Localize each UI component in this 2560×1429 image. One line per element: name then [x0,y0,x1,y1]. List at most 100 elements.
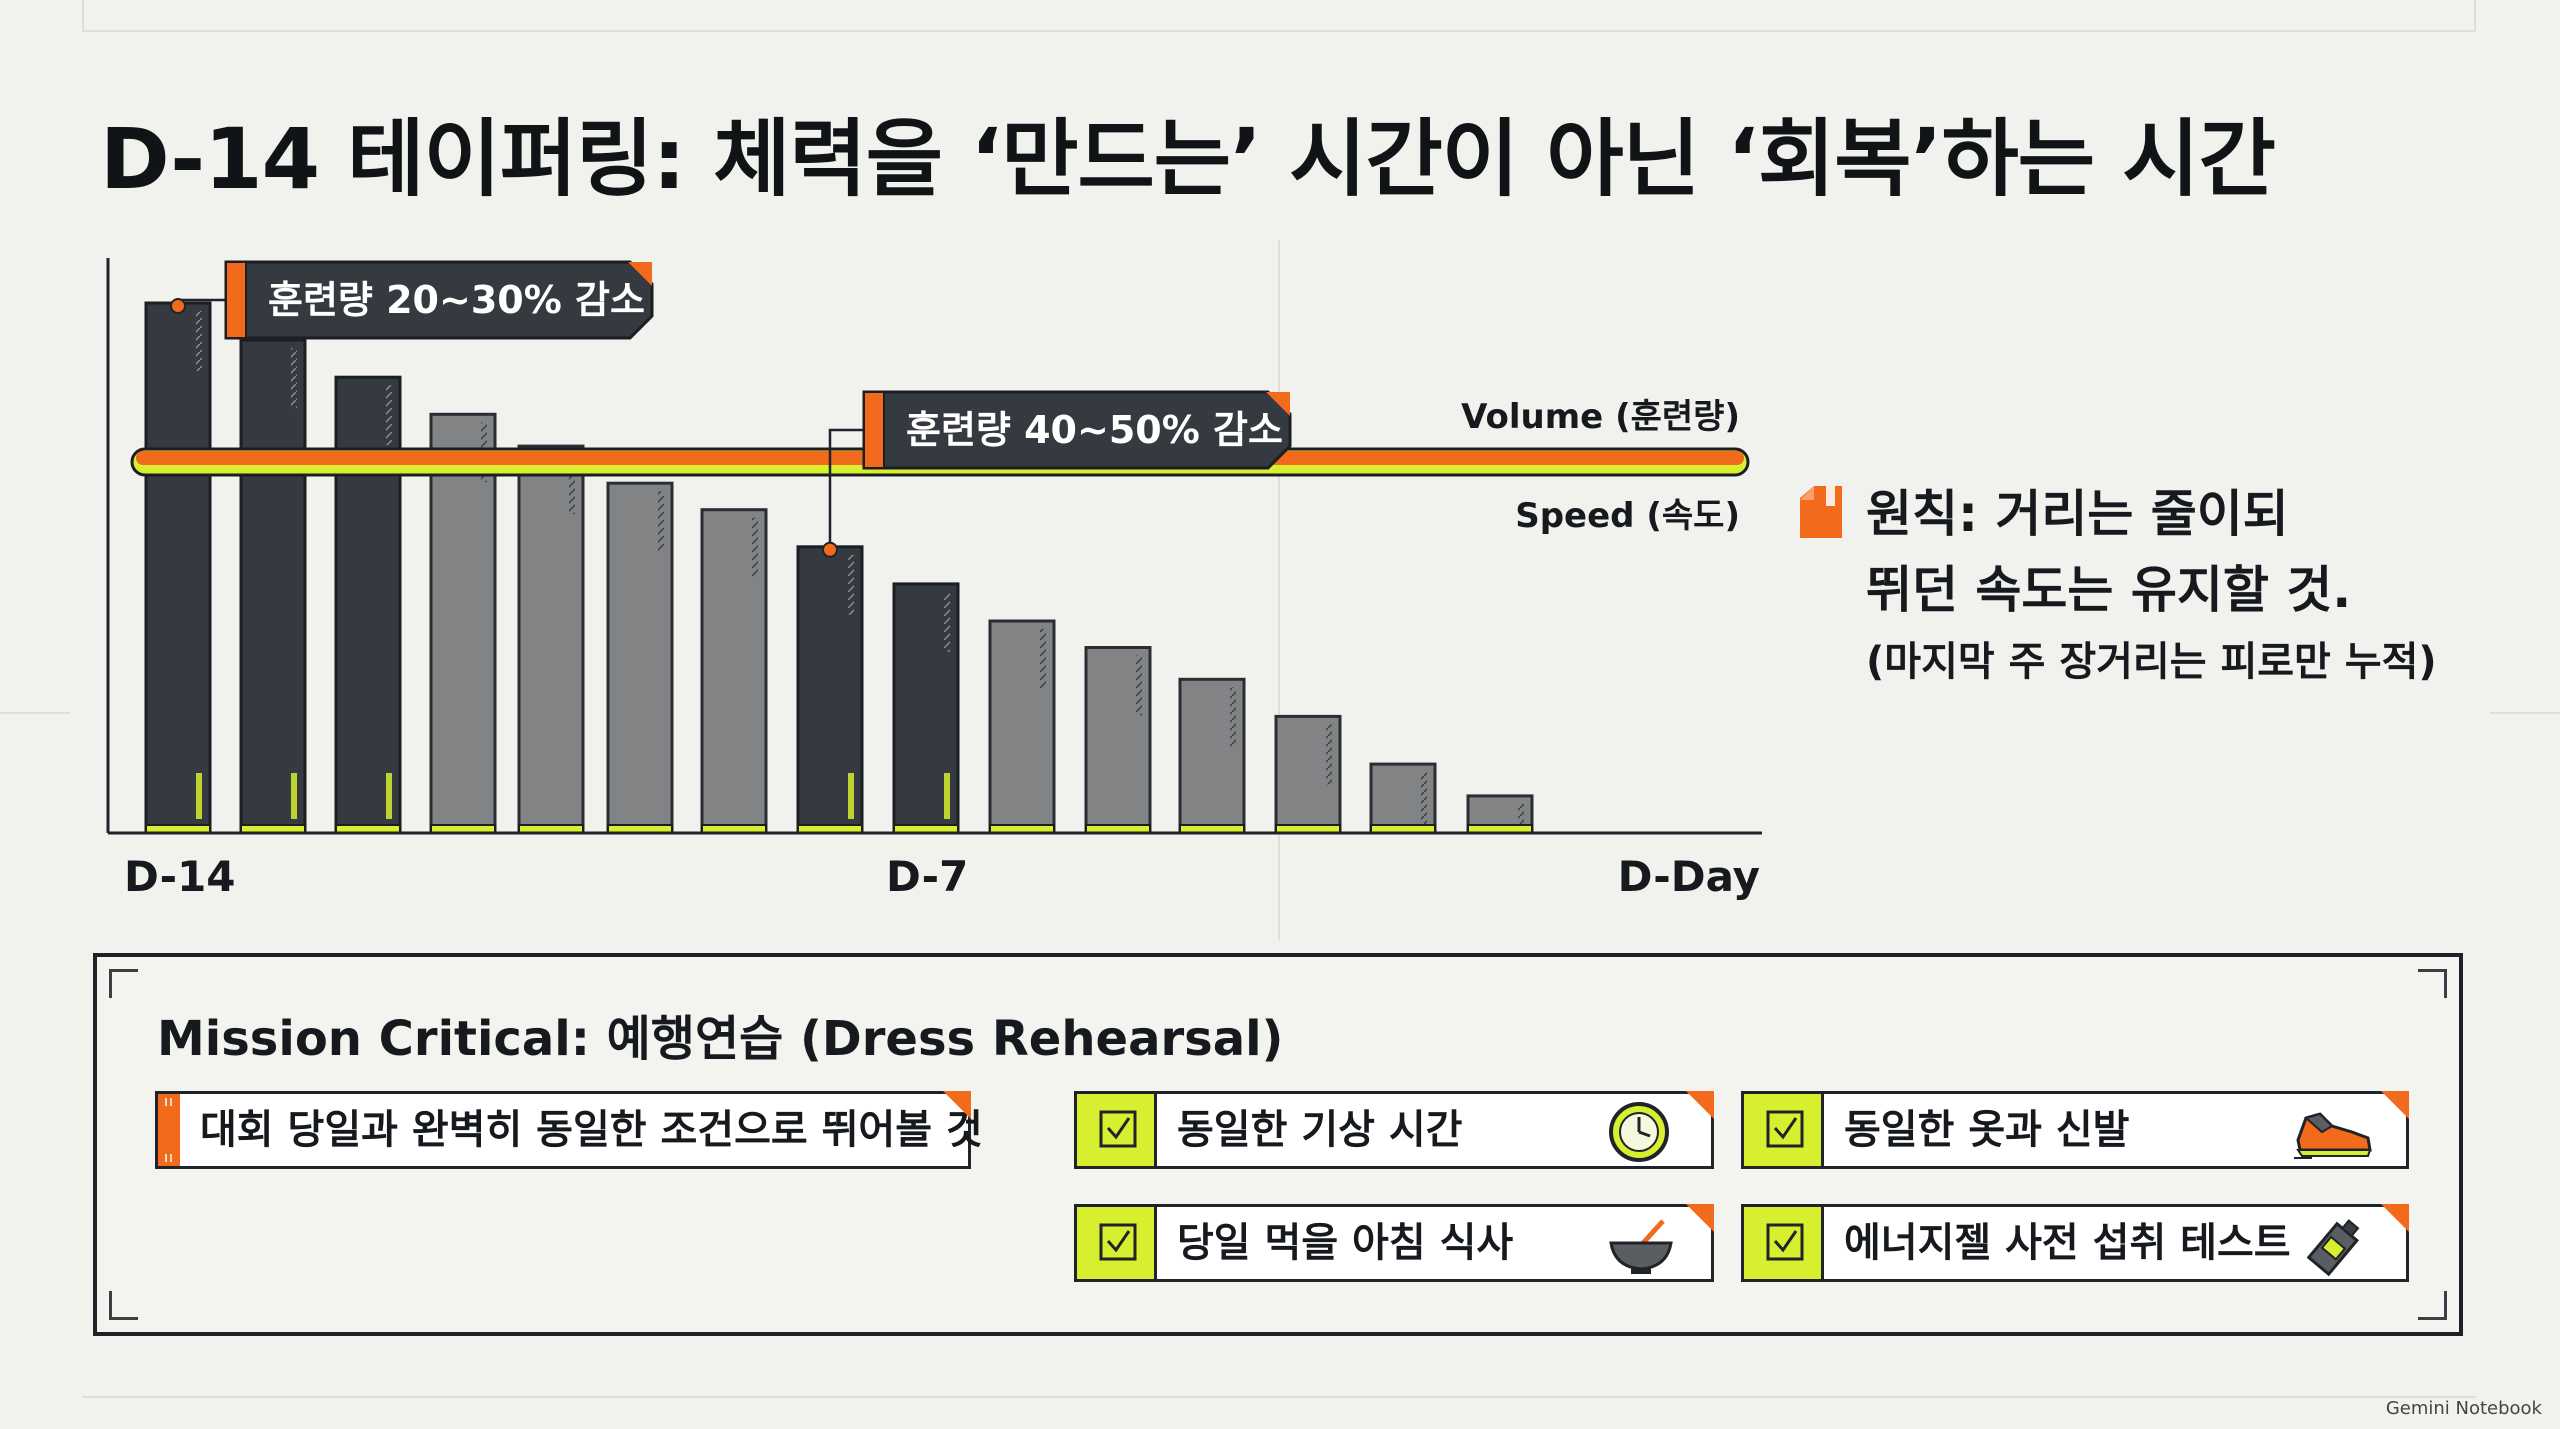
mission-lead-text: 대회 당일과 완벽히 동일한 조건으로 뛰어볼 것 [200,1107,983,1153]
guide-line [0,712,70,714]
tag-notch [1686,1091,1714,1119]
bar [796,545,864,835]
bar-body [334,375,402,835]
bar [429,412,497,835]
bar-texture [196,311,202,371]
guide-line [82,0,84,32]
guide-line [82,30,2476,32]
bar [1466,794,1534,835]
bar-texture [569,454,575,515]
mission-lead-tag: 대회 당일과 완벽히 동일한 조건으로 뛰어볼 것 [155,1091,983,1169]
bar [334,375,402,835]
callout-label: 훈련량 20~30% 감소 [268,278,645,322]
speed-line-label: Speed (속도) [1515,496,1740,536]
orange-tab-marker [158,1094,180,1166]
axes-group [106,258,1762,835]
x-tick-label: D-7 [886,852,968,901]
callout: 훈련량 40~50% 감소 [822,390,1292,558]
bar [239,338,307,835]
principle-line-2: 뛰던 속도는 유지할 것. [1866,561,2352,619]
bar-body [988,619,1056,835]
bar-texture [1421,772,1427,825]
guide-line [2490,712,2560,714]
bar [700,508,768,835]
bar-lime-stripe [196,773,202,819]
tag-notch [2381,1091,2409,1119]
running-shoe-icon [2294,1112,2372,1159]
bar-body [429,412,497,835]
bar-lime-stripe [848,773,854,819]
bar-texture [291,348,297,409]
bar-body [144,301,212,835]
bar-texture [1326,724,1332,785]
callout-label: 훈련량 40~50% 감소 [906,408,1283,452]
bowl-icon [1609,1219,1673,1274]
taper-chart: Volume (훈련량) Speed (속도) 훈련량 20~30% 감소훈련량 … [106,258,1762,901]
tag-notch [2381,1204,2409,1232]
bar-texture [658,491,664,552]
bar [1369,762,1437,835]
energy-gel-icon [2306,1219,2360,1277]
bar-texture [386,385,392,446]
callout-notch [628,262,652,286]
checkbox-icon [1744,1207,1824,1279]
principle-note: 원칙: 거리는 줄이되 뛰던 속도는 유지할 것. (마지막 주 장거리는 피로… [1798,476,2498,692]
checkbox-icon [1077,1207,1157,1279]
mission-item-label: 동일한 옷과 신발 [1844,1107,2130,1153]
callout-leader [828,428,864,547]
bar-texture [944,591,950,652]
guide-line [1278,240,1280,940]
bar-texture [1040,629,1046,689]
volume-series-label: Volume (훈련량) [1461,397,1740,437]
mission-item: 동일한 옷과 신발 [1741,1091,2409,1169]
bar-texture [1136,655,1142,716]
bar-texture [848,554,854,615]
principle-line-1: 원칙: 거리는 줄이되 [1866,485,2289,543]
callout-tab [863,391,885,469]
x-tick-label: D-Day [1618,852,1760,901]
corner-mark [2418,969,2447,998]
tag-notch [943,1091,971,1119]
mission-title: Mission Critical: 예행연습 (Dress Rehearsal) [157,1011,1284,1067]
corner-mark [2418,1291,2447,1320]
checkbox-icon [1744,1094,1824,1166]
checkbox-icon [1077,1094,1157,1166]
bookmark-icon [1800,486,1842,538]
bar-texture [752,517,758,578]
callout-anchor-dot [170,298,186,314]
mission-item: 당일 먹을 아침 식사 [1074,1204,1714,1282]
bar-body [239,338,307,835]
bar-lime-stripe [944,773,950,819]
corner-mark [109,969,138,998]
mission-item: 동일한 기상 시간 [1074,1091,1714,1169]
bar [892,582,960,835]
bar [606,481,674,835]
bar [988,619,1056,835]
bar-lime-stripe [291,773,297,819]
bar [517,444,585,835]
callout-anchor-dot [822,541,838,558]
tag-notch [1686,1204,1714,1232]
bar-texture [1230,687,1236,748]
mission-panel: Mission Critical: 예행연습 (Dress Rehearsal)… [93,953,2463,1336]
mission-item-label: 에너지젤 사전 섭취 테스트 [1844,1220,2291,1266]
principle-note-text: (마지막 주 장거리는 피로만 누적) [1866,639,2437,685]
bar-lime-stripe [386,773,392,819]
callout: 훈련량 20~30% 감소 [170,260,654,340]
mission-item-label: 당일 먹을 아침 식사 [1177,1220,1514,1266]
mission-item-label: 동일한 기상 시간 [1177,1107,1463,1153]
x-tick-label: D-14 [124,852,236,901]
mission-item: 에너지젤 사전 섭취 테스트 [1741,1204,2409,1282]
clock-icon [1609,1102,1669,1162]
guide-line [2474,0,2476,32]
callout-tab [225,261,247,339]
page-title: D-14 테이퍼링: 체력을 ‘만드는’ 시간이 아닌 ‘회복’하는 시간 [100,110,2276,208]
bars-group [144,301,1534,835]
x-ticks-group: D-14 D-7 D-Day [124,852,1760,901]
bar [1084,646,1152,835]
bar-texture [1518,803,1524,825]
bar [1178,677,1246,835]
callout-notch [1266,392,1290,416]
bar [144,301,212,835]
